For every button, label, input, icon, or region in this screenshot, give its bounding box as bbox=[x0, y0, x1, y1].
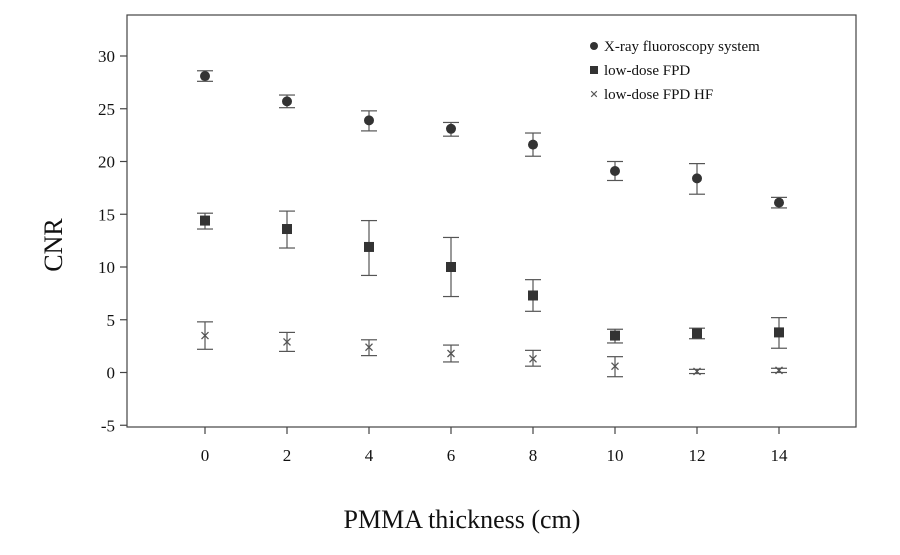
series-square bbox=[197, 210, 787, 349]
plot-frame bbox=[126, 14, 857, 428]
y-tick-label: -5 bbox=[101, 416, 115, 435]
series-circle bbox=[197, 70, 787, 209]
data-point bbox=[447, 349, 455, 358]
data-point bbox=[610, 330, 620, 341]
x-tick-label: 0 bbox=[201, 446, 210, 465]
data-point bbox=[692, 173, 702, 184]
x-tick-label: 14 bbox=[771, 446, 789, 465]
data-point bbox=[528, 290, 538, 301]
legend: X-ray fluoroscopy system low-dose FPD low-… bbox=[590, 39, 760, 103]
data-point bbox=[364, 241, 374, 252]
y-axis: -5 0 5 10 15 20 25 30 bbox=[98, 47, 127, 435]
x-tick-label: 10 bbox=[607, 446, 624, 465]
data-point bbox=[610, 165, 620, 176]
data-point bbox=[774, 197, 784, 208]
x-axis: 0 2 4 6 8 10 12 14 bbox=[201, 427, 788, 465]
data-point bbox=[446, 262, 456, 272]
data-point bbox=[528, 139, 538, 150]
data-point bbox=[446, 123, 456, 134]
data-point bbox=[692, 328, 702, 339]
x-axis-title: PMMA thickness (cm) bbox=[344, 505, 581, 534]
legend-marker-square bbox=[590, 66, 598, 74]
series-layer bbox=[197, 70, 787, 378]
x-tick-label: 8 bbox=[529, 446, 538, 465]
data-point bbox=[201, 331, 209, 340]
data-point bbox=[775, 366, 783, 375]
legend-marker-x bbox=[590, 90, 598, 98]
legend-marker-circle bbox=[590, 42, 598, 50]
data-point bbox=[282, 96, 292, 107]
y-axis-title: CNR bbox=[39, 218, 68, 272]
data-point bbox=[283, 337, 291, 346]
x-tick-label: 6 bbox=[447, 446, 456, 465]
x-tick-label: 12 bbox=[689, 446, 706, 465]
data-point bbox=[282, 224, 292, 235]
x-tick-label: 2 bbox=[283, 446, 292, 465]
y-tick-label: 10 bbox=[98, 258, 115, 277]
x-tick-label: 4 bbox=[365, 446, 374, 465]
legend-label: low-dose FPD bbox=[604, 63, 690, 79]
data-point bbox=[200, 215, 210, 226]
legend-label: X-ray fluoroscopy system bbox=[604, 39, 760, 55]
legend-label: low-dose FPD HF bbox=[604, 87, 713, 103]
y-tick-label: 30 bbox=[98, 47, 115, 66]
data-point bbox=[365, 343, 373, 352]
data-point bbox=[200, 71, 210, 82]
y-tick-label: 0 bbox=[107, 364, 116, 383]
data-point bbox=[774, 327, 784, 338]
data-point bbox=[364, 115, 374, 126]
y-tick-label: 15 bbox=[98, 205, 115, 224]
data-point bbox=[693, 367, 701, 376]
y-tick-label: 20 bbox=[98, 153, 115, 172]
y-tick-label: 5 bbox=[107, 311, 116, 330]
y-tick-label: 25 bbox=[98, 100, 115, 119]
data-point bbox=[611, 362, 619, 371]
data-point bbox=[529, 354, 537, 363]
series-x bbox=[197, 321, 787, 378]
